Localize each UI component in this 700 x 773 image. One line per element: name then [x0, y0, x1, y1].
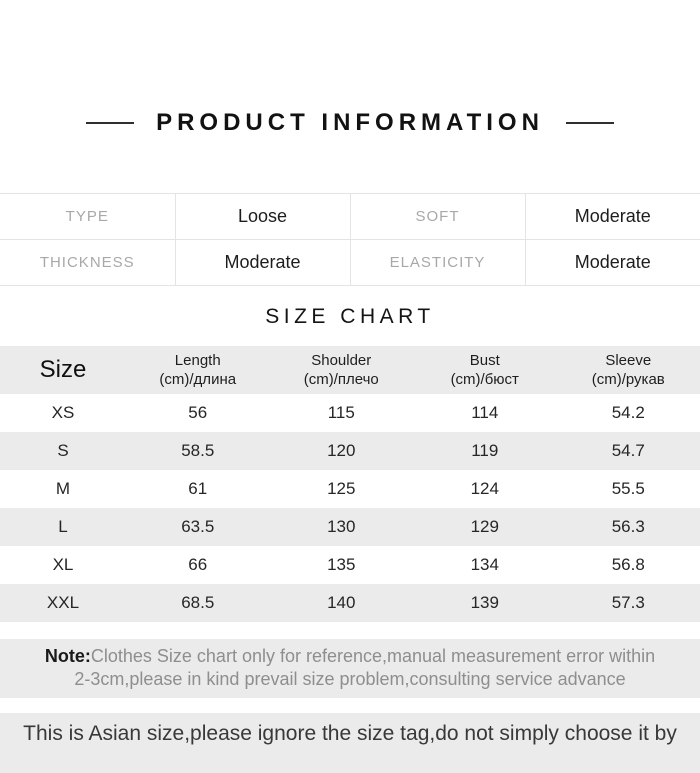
spec-soft-value: Moderate [525, 194, 700, 240]
size-row-xxl: XXL 68.5 140 139 57.3 [0, 584, 700, 622]
size-row-l: L 63.5 130 129 56.3 [0, 508, 700, 546]
size-chart-header-row: Size Length (cm)/длина Shoulder (cm)/пле… [0, 346, 700, 394]
cell-sleeve: 54.2 [557, 394, 700, 432]
cell-bust: 139 [413, 584, 557, 622]
cell-sleeve: 56.8 [557, 546, 700, 584]
asian-size-notice: This is Asian size,please ignore the siz… [0, 713, 700, 773]
cell-bust: 124 [413, 470, 557, 508]
column-header-size: Size [0, 346, 126, 394]
size-row-xs: XS 56 115 114 54.2 [0, 394, 700, 432]
cell-bust: 129 [413, 508, 557, 546]
cell-sleeve: 55.5 [557, 470, 700, 508]
asian-size-notice-text: This is Asian size,please ignore the siz… [23, 722, 677, 745]
cell-shoulder: 135 [270, 546, 414, 584]
column-header-length: Length (cm)/длина [126, 346, 270, 394]
cell-shoulder: 130 [270, 508, 414, 546]
size-chart-table: Size Length (cm)/длина Shoulder (cm)/пле… [0, 346, 700, 622]
product-information-header: PRODUCT INFORMATION [0, 0, 700, 140]
measurement-note: Note:Clothes Size chart only for referen… [0, 639, 700, 698]
cell-length: 61 [126, 470, 270, 508]
cell-shoulder: 120 [270, 432, 414, 470]
size-row-s: S 58.5 120 119 54.7 [0, 432, 700, 470]
cell-length: 63.5 [126, 508, 270, 546]
cell-shoulder: 140 [270, 584, 414, 622]
cell-bust: 119 [413, 432, 557, 470]
size-chart-title: SIZE CHART [0, 302, 700, 332]
size-row-m: M 61 125 124 55.5 [0, 470, 700, 508]
note-line-2: 2-3cm,please in kind prevail size proble… [0, 668, 700, 691]
cell-sleeve: 56.3 [557, 508, 700, 546]
size-row-xl: XL 66 135 134 56.8 [0, 546, 700, 584]
note-line-1: Note:Clothes Size chart only for referen… [0, 645, 700, 668]
page-title: PRODUCT INFORMATION [156, 109, 544, 137]
spec-thickness-label: THICKNESS [0, 240, 175, 286]
cell-size: S [0, 432, 126, 470]
spec-thickness-value: Moderate [175, 240, 350, 286]
cell-length: 56 [126, 394, 270, 432]
title-rule-left [86, 122, 134, 124]
cell-length: 58.5 [126, 432, 270, 470]
column-header-sleeve: Sleeve (cm)/рукав [557, 346, 700, 394]
cell-bust: 134 [413, 546, 557, 584]
spec-type-value: Loose [175, 194, 350, 240]
cell-shoulder: 115 [270, 394, 414, 432]
spec-elasticity-label: ELASTICITY [350, 240, 525, 286]
note-label: Note: [45, 646, 91, 666]
column-header-shoulder: Shoulder (cm)/плечо [270, 346, 414, 394]
spec-type-label: TYPE [0, 194, 175, 240]
spec-soft-label: SOFT [350, 194, 525, 240]
cell-sleeve: 54.7 [557, 432, 700, 470]
cell-sleeve: 57.3 [557, 584, 700, 622]
spec-elasticity-value: Moderate [525, 240, 700, 286]
spec-row: THICKNESS Moderate ELASTICITY Moderate [0, 240, 700, 286]
note-text-1: Clothes Size chart only for reference,ma… [91, 646, 655, 666]
title-rule-right [566, 122, 614, 124]
cell-size: XL [0, 546, 126, 584]
cell-shoulder: 125 [270, 470, 414, 508]
cell-length: 68.5 [126, 584, 270, 622]
cell-size: XXL [0, 584, 126, 622]
column-header-bust: Bust (cm)/бюст [413, 346, 557, 394]
spec-row: TYPE Loose SOFT Moderate [0, 194, 700, 240]
cell-bust: 114 [413, 394, 557, 432]
cell-size: M [0, 470, 126, 508]
cell-length: 66 [126, 546, 270, 584]
cell-size: L [0, 508, 126, 546]
product-spec-table: TYPE Loose SOFT Moderate THICKNESS Moder… [0, 193, 700, 286]
cell-size: XS [0, 394, 126, 432]
